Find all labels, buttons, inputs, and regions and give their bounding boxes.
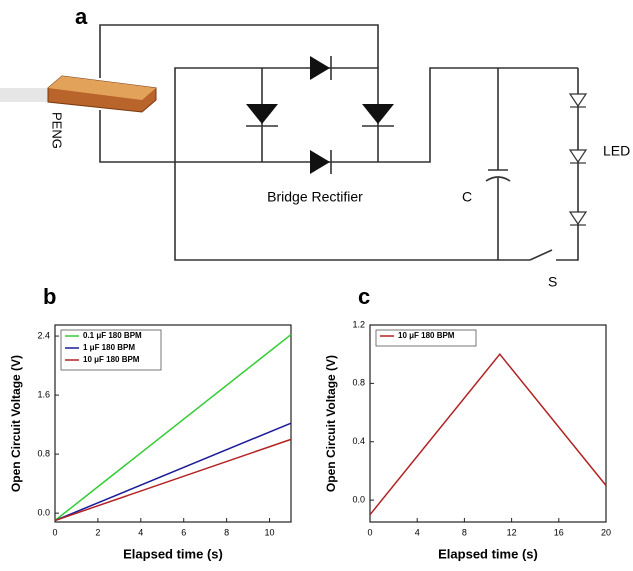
- x-tick-label: 4: [415, 527, 420, 537]
- panel-label: b: [43, 284, 56, 309]
- series-line: [54, 334, 292, 522]
- led: [568, 93, 588, 108]
- x-tick-label: 16: [554, 527, 564, 537]
- x-tick-label: 0: [367, 527, 372, 537]
- y-axis-label: Open Circuit Voltage (V): [9, 355, 23, 492]
- y-tick-label: 0.0: [352, 494, 365, 504]
- panel-label: a: [75, 4, 88, 29]
- legend-label: 10 μF 180 BPM: [398, 331, 455, 340]
- plot-frame: [369, 324, 607, 523]
- y-tick-label: 0.0: [37, 508, 50, 518]
- x-tick-label: 8: [462, 527, 467, 537]
- series-line: [369, 352, 607, 516]
- led-label: LED: [603, 143, 630, 159]
- y-axis-label: Open Circuit Voltage (V): [324, 355, 338, 492]
- legend-label: 10 μF 180 BPM: [83, 355, 140, 364]
- y-tick-label: 0.4: [352, 436, 365, 446]
- switch-label: S: [548, 274, 557, 290]
- led-group: [568, 93, 588, 226]
- legend-label: 1 μF 180 BPM: [83, 343, 135, 352]
- x-tick-label: 12: [507, 527, 517, 537]
- x-tick-label: 4: [138, 527, 143, 537]
- series-line: [54, 422, 292, 522]
- legend-label: 0.1 μF 180 BPM: [83, 331, 142, 340]
- peng-top: [48, 76, 156, 100]
- x-axis-label: Elapsed time (s): [438, 546, 538, 561]
- x-tick-label: 8: [224, 527, 229, 537]
- panel-label: c: [358, 284, 370, 309]
- x-tick-label: 2: [95, 527, 100, 537]
- wire: [99, 67, 578, 163]
- x-tick-label: 10: [265, 527, 275, 537]
- switch: [529, 249, 553, 261]
- led: [568, 149, 588, 164]
- y-tick-label: 1.2: [352, 319, 365, 329]
- circuit: a PENG Bridge Rectifier C LED S: [0, 4, 630, 290]
- led: [568, 211, 588, 226]
- diode: [310, 56, 330, 80]
- diode: [310, 150, 330, 174]
- x-tick-label: 20: [601, 527, 611, 537]
- legend-box: [375, 329, 477, 347]
- peng-label: PENG: [50, 112, 65, 149]
- y-tick-label: 1.6: [37, 389, 50, 399]
- diode: [246, 104, 278, 124]
- legend-box: [60, 329, 162, 371]
- wire: [556, 68, 579, 261]
- wire: [174, 162, 530, 261]
- capacitor-plate: [485, 176, 511, 182]
- y-tick-label: 0.8: [37, 448, 50, 458]
- x-tick-label: 0: [52, 527, 57, 537]
- x-tick-label: 6: [181, 527, 186, 537]
- x-axis-label: Elapsed time (s): [123, 546, 223, 561]
- wire: [174, 67, 379, 162]
- shadow: [0, 88, 50, 102]
- y-tick-label: 2.4: [37, 330, 50, 340]
- y-tick-label: 0.8: [352, 378, 365, 388]
- diode: [362, 104, 394, 124]
- capacitor-label: C: [462, 189, 472, 205]
- series-line: [54, 438, 292, 522]
- wire: [99, 24, 379, 78]
- rectifier-label: Bridge Rectifier: [267, 189, 363, 205]
